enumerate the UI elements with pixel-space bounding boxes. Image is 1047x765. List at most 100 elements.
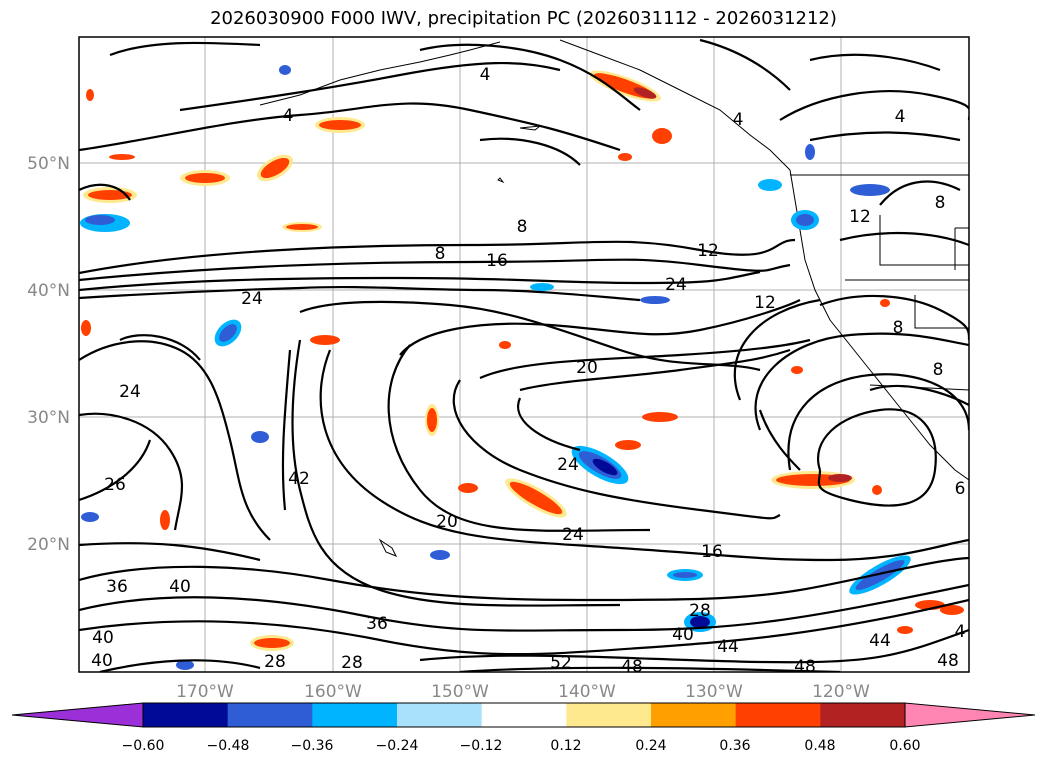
- colorbar-tick-label: 0.24: [635, 738, 666, 754]
- precip-blob: [219, 324, 237, 342]
- precip-blob: [260, 157, 290, 179]
- precip-blob: [642, 412, 678, 422]
- colorbar-segment: [312, 703, 398, 727]
- precip-blob: [176, 660, 194, 670]
- map-background: [79, 37, 969, 672]
- colorbar-segment: [481, 703, 567, 727]
- contour-label: 24: [557, 455, 579, 475]
- contour-label: 44: [869, 631, 891, 651]
- contour-label: 4: [480, 65, 491, 85]
- contour-label: 48: [621, 657, 643, 677]
- coastlines: [259, 39, 969, 557]
- contour-label: 40: [92, 628, 114, 648]
- contour-label: 20: [436, 512, 458, 532]
- precip-blob: [530, 283, 554, 291]
- precip-blob: [458, 483, 478, 493]
- precip-blob: [855, 560, 905, 590]
- contour-label: 26: [104, 475, 126, 495]
- precip-blob: [652, 128, 672, 144]
- precip-blob: [796, 214, 814, 226]
- colorbar-segment: [143, 703, 229, 727]
- contour-label: 48: [794, 657, 816, 677]
- precip-shading: [80, 65, 964, 670]
- lon-label: 170°W: [176, 682, 234, 702]
- precip-blob: [286, 224, 318, 230]
- precip-blob: [850, 184, 890, 196]
- precip-blob: [872, 485, 882, 495]
- lat-label: 40°N: [27, 281, 70, 301]
- contour-label: 28: [264, 652, 286, 672]
- contour-label: 12: [849, 207, 871, 227]
- precip-blob: [310, 335, 340, 345]
- lon-label: 140°W: [558, 682, 616, 702]
- precip-blob: [185, 173, 225, 183]
- contour-label: 36: [106, 577, 128, 597]
- precip-blob: [499, 341, 511, 349]
- map-title: 2026030900 F000 IWV, precipitation PC (2…: [210, 8, 837, 29]
- precip-blob: [81, 320, 91, 336]
- colorbar-segment: [735, 703, 821, 727]
- gridlines: [79, 37, 969, 672]
- map-frame: [78, 36, 970, 673]
- colorbar: −0.60 −0.48 −0.36 −0.24 −0.12 0.12 0.24 …: [11, 702, 1036, 754]
- precip-blob: [86, 89, 94, 101]
- precip-blob: [430, 550, 450, 560]
- precip-blob: [109, 154, 135, 160]
- precip-blob: [618, 153, 632, 161]
- contour-label: 20: [576, 358, 598, 378]
- precip-blob: [673, 572, 697, 578]
- precip-blob: [88, 190, 132, 200]
- contour-label: 6: [955, 479, 966, 499]
- contour-label: 24: [665, 275, 687, 295]
- colorbar-segment: [820, 703, 906, 727]
- colorbar-tick-label: 0.48: [804, 738, 835, 754]
- precip-blob: [758, 179, 782, 191]
- contour-label: 4: [955, 622, 966, 642]
- colorbar-extend-high: [904, 702, 1036, 728]
- contour-label: 24: [562, 525, 584, 545]
- precip-blob: [81, 512, 99, 522]
- precip-blob: [640, 296, 670, 304]
- precip-blob: [85, 215, 115, 225]
- precip-blob: [880, 299, 890, 307]
- colorbar-frame: [142, 702, 906, 728]
- colorbar-segment: [651, 703, 737, 727]
- lon-label: 160°W: [304, 682, 362, 702]
- precip-blob: [690, 616, 710, 628]
- precip-blob: [319, 120, 361, 130]
- colorbar-segment: [397, 703, 483, 727]
- contour-label: 42: [288, 469, 310, 489]
- lat-label: 50°N: [27, 154, 70, 174]
- lon-label: 120°W: [812, 682, 870, 702]
- colorbar-tick-label: 0.60: [889, 738, 920, 754]
- contour-label: 24: [119, 382, 141, 402]
- lat-label: 30°N: [27, 408, 70, 428]
- precip-blob: [279, 65, 291, 75]
- contour-label: 40: [672, 625, 694, 645]
- precip-blob: [254, 638, 290, 648]
- contour-label: 28: [341, 653, 363, 673]
- contour-label: 44: [717, 637, 739, 657]
- contour-label: 8: [933, 360, 944, 380]
- precip-blob: [509, 481, 563, 515]
- precip-blob: [805, 144, 815, 160]
- contour-label: 8: [435, 244, 446, 264]
- precip-blob: [160, 510, 170, 530]
- contour-label: 12: [697, 241, 719, 261]
- precip-blob: [633, 87, 657, 99]
- map-panel: 4 4 4 4 8 8 8 8 8 12 12 12 16 16 20 20 2…: [78, 36, 970, 677]
- contour-label: 4: [283, 106, 294, 126]
- lon-label: 130°W: [685, 682, 743, 702]
- colorbar-tick-label: −0.48: [207, 738, 250, 754]
- contour-label: 8: [517, 217, 528, 237]
- contour-label: 36: [366, 614, 388, 634]
- contour-label: 40: [169, 577, 191, 597]
- contour-label: 8: [893, 318, 904, 338]
- colorbar-segment: [227, 703, 313, 727]
- precip-blob: [897, 626, 913, 634]
- lon-label: 150°W: [431, 682, 489, 702]
- lat-labels: 50°N 40°N 30°N 20°N: [27, 154, 70, 555]
- precip-blob: [427, 408, 437, 432]
- colorbar-tick-label: 0.36: [719, 738, 750, 754]
